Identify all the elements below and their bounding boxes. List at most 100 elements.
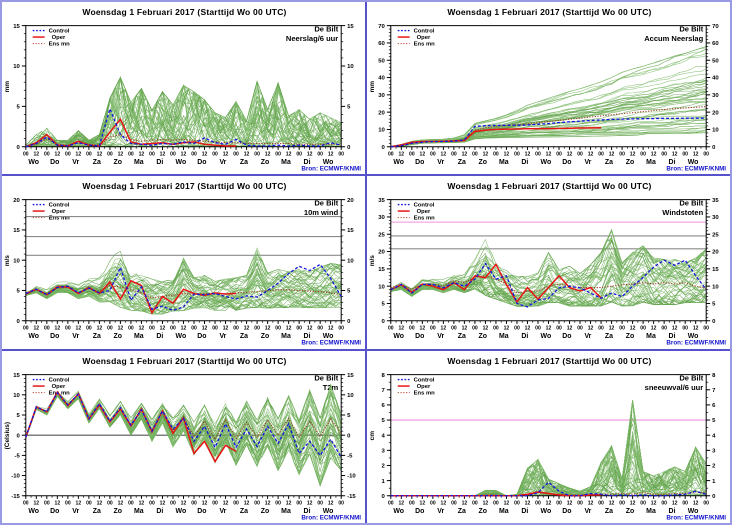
- y-tick-label: 15: [347, 24, 354, 30]
- x-hour-label: 00: [44, 152, 50, 158]
- x-day-label: Za: [240, 333, 248, 340]
- windstoten-chart: Woensdag 1 Februari 2017 (Starttijd Wo 0…: [369, 181, 726, 347]
- x-day-label: Do: [562, 508, 571, 515]
- x-hour-label: 12: [34, 326, 40, 332]
- x-hour-label: 12: [630, 152, 636, 158]
- y-tick-label: -10: [11, 473, 20, 479]
- x-hour-label: 12: [420, 500, 426, 506]
- y-tick-label: 10: [347, 64, 354, 70]
- control-legend-label: Control: [414, 377, 435, 383]
- y-tick-label: 5: [382, 418, 386, 424]
- y-tick-label: 20: [712, 250, 719, 256]
- x-hour-label: 12: [693, 500, 699, 506]
- ensemble-member-line: [25, 382, 342, 437]
- station-label: De Bilt: [314, 373, 338, 382]
- x-day-label: Zo: [114, 508, 122, 515]
- x-day-label: Do: [197, 159, 206, 166]
- x-hour-label: 12: [672, 500, 678, 506]
- legend: Control Oper Ens mn: [32, 377, 70, 396]
- x-hour-label: 12: [223, 152, 229, 158]
- y-tick-label: 0: [382, 494, 386, 500]
- x-hour-label: 00: [388, 326, 394, 332]
- x-day-label: Ma: [499, 508, 509, 515]
- x-hour-label: 12: [181, 326, 187, 332]
- ensemble-member-line: [390, 240, 707, 303]
- x-hour-label: 00: [338, 326, 344, 332]
- x-hour-label: 12: [420, 326, 426, 332]
- y-axis-label: cm: [369, 430, 376, 440]
- source-credit: Bron: ECMWF/KNMI: [666, 514, 726, 521]
- y-tick-label: -15: [347, 494, 356, 500]
- y-tick-label: 40: [712, 76, 719, 82]
- x-day-label: Wo: [393, 333, 404, 340]
- x-hour-label: 00: [556, 326, 562, 332]
- ensemble-mean-line: [390, 275, 707, 294]
- x-hour-label: 00: [128, 500, 134, 506]
- y-tick-label: 60: [712, 41, 719, 47]
- x-hour-label: 12: [483, 152, 489, 158]
- x-day-label: Di: [156, 508, 163, 515]
- x-day-label: Di: [304, 508, 311, 515]
- y-tick-label: 5: [712, 418, 716, 424]
- y-tick-label: -5: [347, 453, 353, 459]
- x-hour-label: 12: [630, 500, 636, 506]
- source-credit: Bron: ECMWF/KNMI: [301, 514, 361, 521]
- y-tick-label: 5: [347, 289, 351, 295]
- x-hour-label: 00: [296, 326, 302, 332]
- x-hour-label: 12: [588, 500, 594, 506]
- x-hour-label: 00: [212, 152, 218, 158]
- y-tick-label: 2: [382, 463, 386, 469]
- x-hour-label: 12: [76, 152, 82, 158]
- x-hour-label: 12: [97, 500, 103, 506]
- x-hour-label: 00: [619, 500, 625, 506]
- x-day-label: Ma: [646, 508, 656, 515]
- x-hour-label: 00: [640, 152, 646, 158]
- y-tick-label: 1: [382, 478, 386, 484]
- y-tick-label: 10: [347, 259, 354, 265]
- ensemble-mean-line: [25, 134, 342, 148]
- y-tick-label: 0: [17, 319, 21, 325]
- x-hour-label: 00: [577, 326, 583, 332]
- x-hour-label: 12: [160, 152, 166, 158]
- x-hour-label: 12: [265, 500, 271, 506]
- x-hour-label: 00: [451, 326, 457, 332]
- x-hour-label: 00: [577, 500, 583, 506]
- x-hour-label: 00: [23, 152, 29, 158]
- station-label: De Bilt: [679, 373, 703, 382]
- y-tick-label: 2: [712, 463, 716, 469]
- x-hour-label: 12: [55, 500, 61, 506]
- y-tick-label: 30: [378, 215, 385, 221]
- x-hour-label: 12: [244, 500, 250, 506]
- x-hour-label: 00: [661, 326, 667, 332]
- x-hour-label: 12: [441, 500, 447, 506]
- y-tick-label: 15: [13, 372, 20, 378]
- x-hour-label: 12: [223, 326, 229, 332]
- y-tick-label: 5: [382, 302, 386, 308]
- x-hour-label: 12: [399, 326, 405, 332]
- x-hour-label: 00: [338, 152, 344, 158]
- x-day-label: Wo: [28, 159, 39, 166]
- x-hour-label: 00: [493, 152, 499, 158]
- variable-label: Neerslag/6 uur: [286, 34, 338, 43]
- x-day-label: Ma: [134, 333, 144, 340]
- x-day-label: Di: [669, 159, 676, 166]
- station-label: De Bilt: [679, 25, 703, 34]
- x-hour-label: 00: [107, 500, 113, 506]
- x-hour-label: 00: [703, 152, 709, 158]
- y-tick-label: 5: [17, 413, 21, 419]
- x-day-label: Do: [415, 333, 424, 340]
- x-day-label: Za: [458, 159, 466, 166]
- x-hour-label: 00: [535, 152, 541, 158]
- x-hour-label: 00: [107, 152, 113, 158]
- x-hour-label: 00: [640, 326, 646, 332]
- source-credit: Bron: ECMWF/KNMI: [666, 165, 726, 172]
- legend: Control Oper Ens mn: [397, 29, 435, 48]
- x-hour-label: 12: [181, 500, 187, 506]
- x-day-label: Vr: [437, 159, 444, 166]
- x-hour-label: 12: [588, 152, 594, 158]
- x-hour-label: 00: [535, 326, 541, 332]
- ensemble-member-line: [390, 251, 707, 298]
- x-hour-label: 12: [139, 326, 145, 332]
